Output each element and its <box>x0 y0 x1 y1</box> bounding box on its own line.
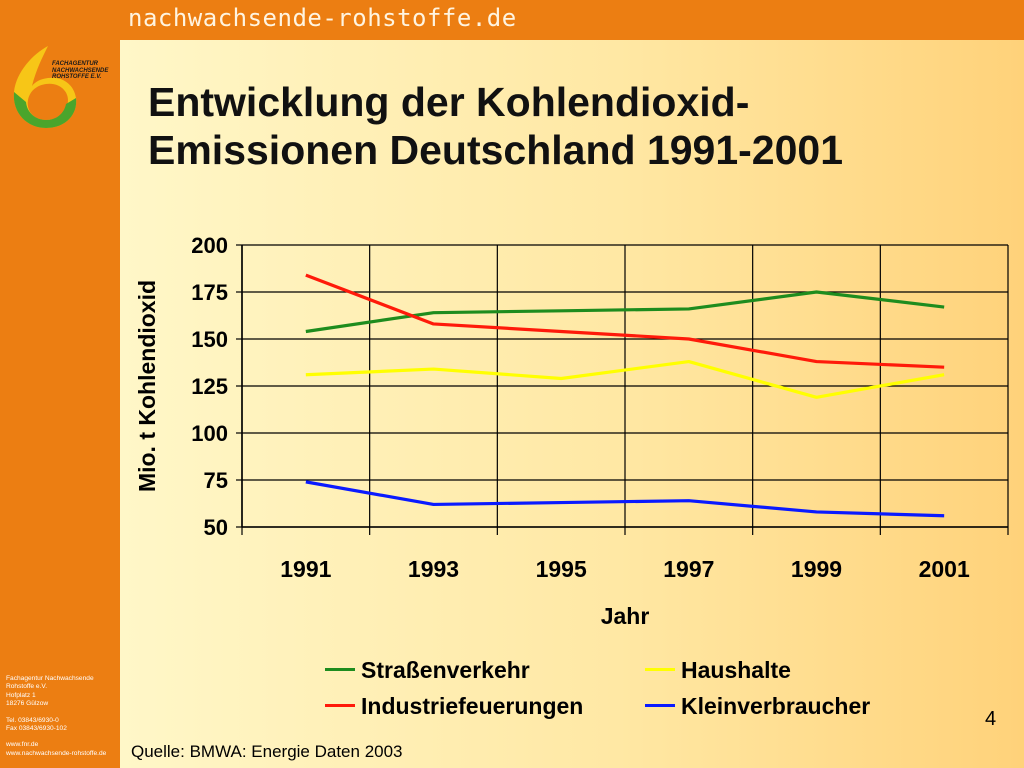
x-tick-label: 2001 <box>919 556 970 582</box>
fax-line: Fax 03843/6930-102 <box>6 725 67 733</box>
y-tick-label: 200 <box>191 233 228 258</box>
legend-item: Kleinverbraucher <box>645 693 870 720</box>
series-line <box>305 480 945 518</box>
source-note: Quelle: BMWA: Energie Daten 2003 <box>131 742 403 761</box>
legend-swatch <box>645 668 675 672</box>
web-link[interactable]: www.nachwachsende-rohstoffe.de <box>6 749 107 757</box>
series-line <box>305 359 945 399</box>
x-tick-label: 1991 <box>280 556 331 582</box>
slide-title: Entwicklung der Kohlendioxid- Emissionen… <box>148 79 844 173</box>
contact-line: Fachagentur Nachwachsende <box>6 675 94 682</box>
y-tick-label: 125 <box>191 374 228 399</box>
contact-line: Hofplatz 1 <box>6 691 36 699</box>
x-tick-label: 1993 <box>408 556 459 582</box>
y-tick-label: 100 <box>191 421 228 446</box>
y-tick-label: 175 <box>191 280 228 305</box>
legend-swatch <box>325 668 355 672</box>
x-tick-label: 1995 <box>536 556 587 582</box>
y-tick-label: 75 <box>204 468 228 493</box>
y-tick-label: 150 <box>191 327 228 352</box>
legend-item: Industriefeuerungen <box>325 693 583 720</box>
series-line <box>305 273 945 369</box>
legend-label: Haushalte <box>681 657 791 683</box>
contact-line: 18276 Gülzow <box>6 700 49 708</box>
y-axis-title: Mio. t Kohlendioxid <box>134 280 160 492</box>
header-bar: nachwachsende-rohstoffe.de <box>0 0 1024 40</box>
legend-label: Straßenverkehr <box>361 657 530 683</box>
x-tick-label: 1997 <box>663 556 714 582</box>
legend-label: Industriefeuerungen <box>361 693 584 719</box>
legend-item: Haushalte <box>645 657 791 684</box>
legend-item: Straßenverkehr <box>325 657 530 684</box>
logo-label: FACHAGENTUR NACHWACHSENDE ROHSTOFFE e.V. <box>52 61 109 80</box>
contact-info: Fachagentur Nachwachsende Rohstoffe e.V.… <box>6 675 118 758</box>
x-axis-title: Jahr <box>601 603 650 629</box>
contact-line: Rohstoffe e.V. <box>6 683 48 691</box>
sidebar: FACHAGENTUR NACHWACHSENDE ROHSTOFFE e.V.… <box>0 0 120 768</box>
phone-line: Tel. 03843/6930-0 <box>6 716 59 724</box>
fnr-logo-icon <box>13 46 77 128</box>
co2-line-chart: 50 75 100 125 150 175 200 1991 1993 1995 1997 1999 2… <box>134 233 1009 629</box>
legend-swatch <box>325 704 355 708</box>
y-tick-label: 50 <box>204 515 228 540</box>
web-link[interactable]: www.fnr.de <box>6 741 39 749</box>
site-title: nachwachsende-rohstoffe.de <box>128 4 517 32</box>
legend-swatch <box>645 704 675 708</box>
x-tick-label: 1999 <box>791 556 842 582</box>
slide-content <box>120 40 1024 768</box>
page-number: 4 <box>985 708 997 730</box>
legend-label: Kleinverbraucher <box>681 693 871 719</box>
